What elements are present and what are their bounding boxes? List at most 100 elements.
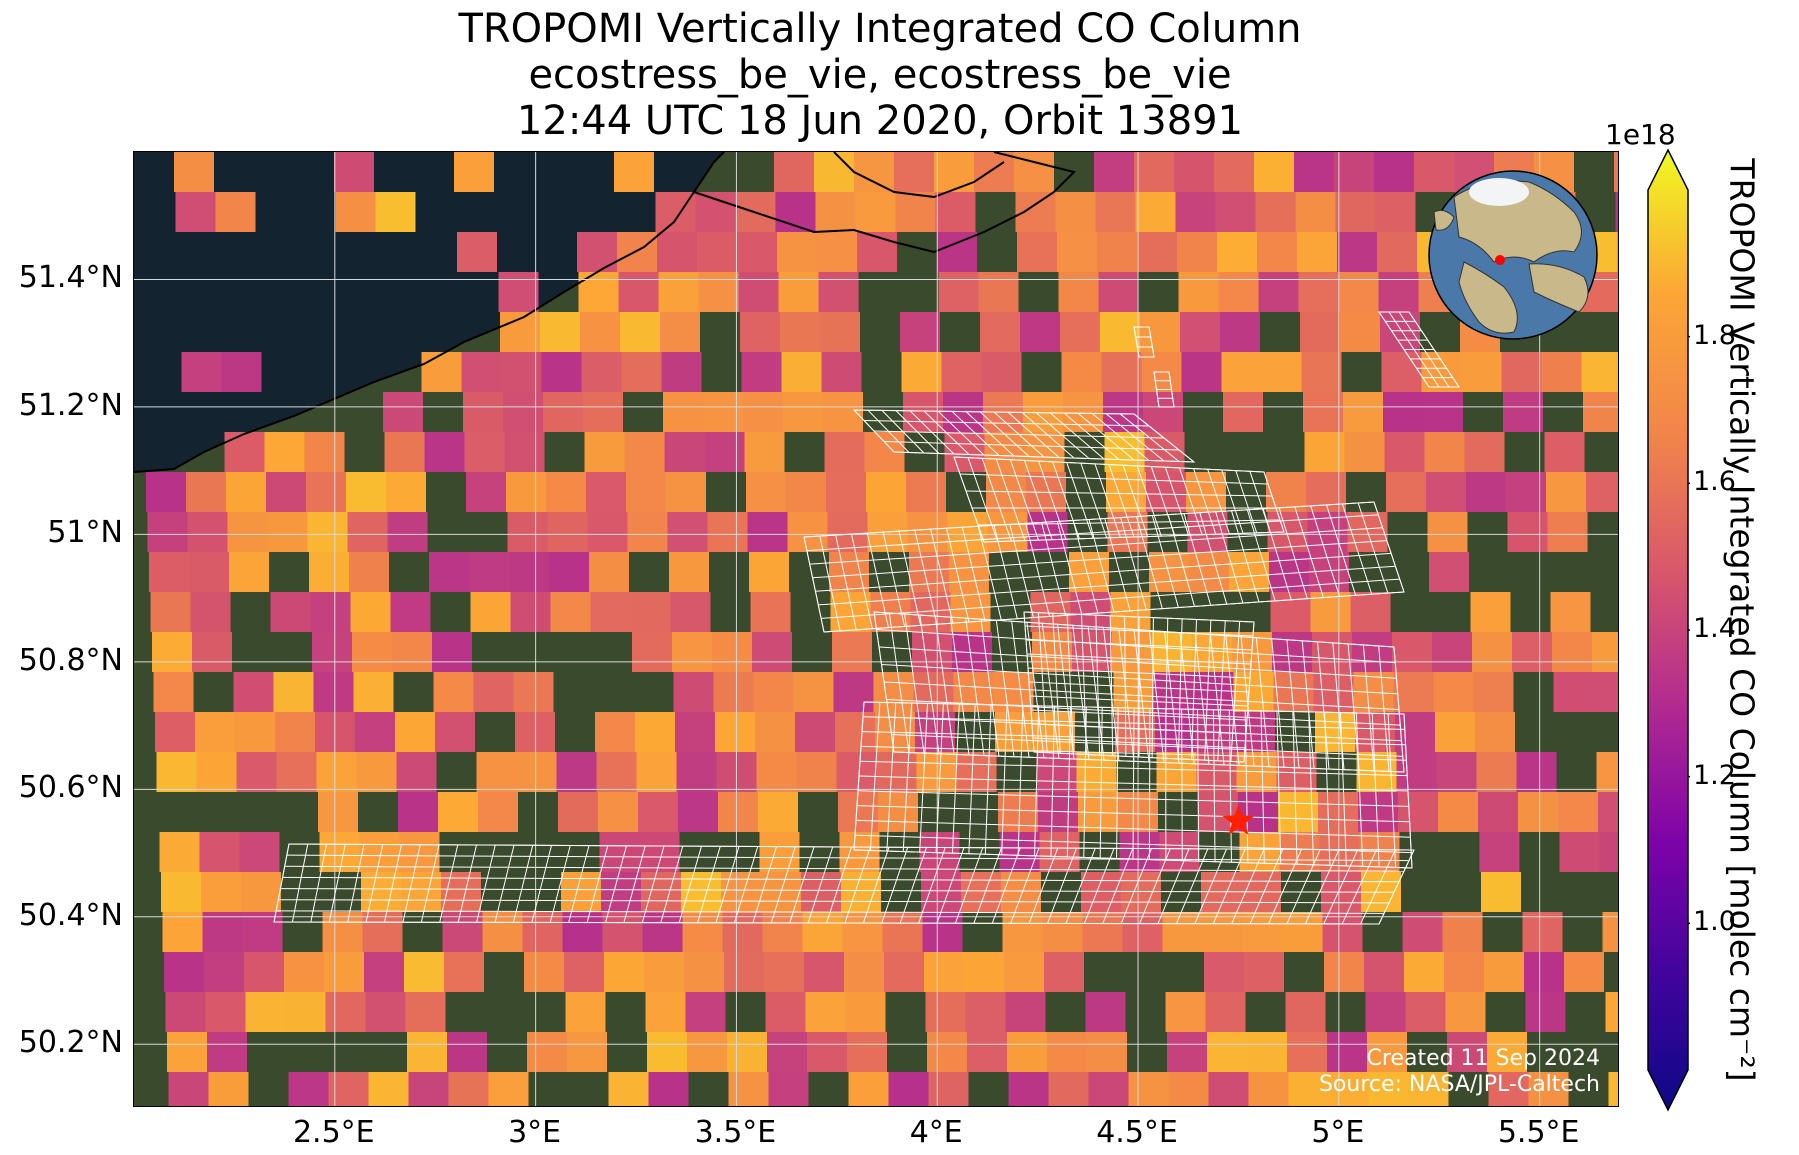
- co-pixel: [1615, 192, 1618, 232]
- co-pixel: [1128, 1072, 1169, 1106]
- co-pixel: [935, 192, 976, 232]
- co-pixel: [778, 272, 819, 312]
- co-pixel: [196, 752, 237, 792]
- co-pixel: [1082, 912, 1123, 952]
- co-pixel: [595, 712, 635, 752]
- co-pixel: [1297, 232, 1337, 272]
- co-pixel: [226, 472, 266, 512]
- co-pixel: [435, 712, 475, 752]
- co-pixel: [1335, 192, 1376, 232]
- co-pixel: [980, 312, 1020, 352]
- co-pixel: [562, 912, 603, 952]
- co-pixel: [1429, 552, 1469, 592]
- co-pixel: [564, 952, 604, 992]
- co-pixel: [1338, 272, 1379, 312]
- co-pixel: [1023, 392, 1063, 432]
- co-pixel: [698, 272, 739, 312]
- ecostress-swath: [1153, 371, 1175, 408]
- co-pixel: [310, 592, 351, 632]
- map-title-line-2: ecostress_be_vie, ecostress_be_vie: [528, 52, 1232, 98]
- co-pixel: [164, 952, 204, 992]
- co-pixel: [1383, 392, 1423, 432]
- co-pixel: [550, 592, 591, 632]
- co-pixel: [318, 792, 358, 832]
- co-pixel: [1464, 432, 1505, 472]
- co-pixel: [359, 832, 400, 872]
- co-pixel: [1322, 912, 1363, 952]
- co-pixel: [1015, 192, 1056, 232]
- co-pixel: [1121, 872, 1161, 912]
- co-pixel: [1350, 592, 1391, 632]
- co-pixel: [1583, 392, 1618, 432]
- co-pixel: [152, 632, 192, 672]
- co-pixel: [375, 192, 416, 232]
- co-pixel: [1608, 1072, 1618, 1106]
- co-pixel: [355, 712, 395, 752]
- co-pixel: [1426, 472, 1466, 512]
- ecostress-swath: [803, 501, 1405, 633]
- co-pixel: [168, 1072, 209, 1106]
- co-pixel: [978, 272, 1019, 312]
- co-pixel: [224, 432, 265, 472]
- co-pixel: [421, 352, 462, 392]
- co-pixel: [1507, 512, 1548, 552]
- co-pixel: [1442, 912, 1483, 952]
- colorbar: [1647, 148, 1690, 1112]
- co-pixel: [620, 312, 660, 352]
- co-pixel: [1586, 472, 1618, 512]
- co-pixel: [647, 1032, 687, 1072]
- globe-land: [1528, 263, 1589, 313]
- co-pixel: [1541, 352, 1582, 392]
- co-pixel: [1433, 672, 1474, 712]
- co-pixel: [703, 392, 743, 432]
- co-pixel: [827, 512, 868, 552]
- co-pixel: [841, 872, 881, 912]
- co-pixel: [1472, 632, 1512, 672]
- co-pixel: [549, 552, 589, 592]
- co-pixel: [1001, 872, 1041, 912]
- co-pixel: [663, 392, 703, 432]
- co-pixel: [150, 592, 191, 632]
- co-pixel: [1208, 1072, 1249, 1106]
- co-pixel: [1522, 912, 1563, 952]
- colorbar-gradient: [1647, 148, 1689, 1112]
- co-pixel: [325, 992, 366, 1032]
- ecostress-swath-layer: [273, 311, 1460, 925]
- co-pixel: [1167, 1032, 1207, 1072]
- co-pixel: [617, 232, 657, 272]
- co-pixel: [681, 872, 721, 912]
- lon-tick-label: 5°E: [1311, 1115, 1365, 1150]
- co-pixel: [1101, 352, 1142, 392]
- co-pixel: [820, 312, 860, 352]
- co-pixel: [510, 592, 551, 632]
- co-pixel: [1042, 912, 1083, 952]
- co-pixel: [149, 552, 189, 592]
- co-pixel: [1593, 672, 1618, 712]
- credits: Created 11 Sep 2024 Source: NASA/JPL-Cal…: [1319, 1046, 1600, 1098]
- co-pixel: [1032, 632, 1072, 672]
- co-pixel: [155, 712, 195, 752]
- co-pixel: [764, 952, 804, 992]
- co-pixel: [1516, 752, 1557, 792]
- co-pixel: [1378, 272, 1419, 312]
- co-pixel: [1447, 1032, 1487, 1072]
- co-pixel: [1478, 792, 1518, 832]
- co-pixel: [916, 752, 957, 792]
- co-pixel: [876, 752, 917, 792]
- co-pixel: [1180, 312, 1220, 352]
- co-pixel: [1605, 992, 1618, 1032]
- co-pixel: [1097, 232, 1137, 272]
- co-pixel: [995, 712, 1035, 752]
- co-pixel: [608, 1072, 649, 1106]
- co-pixel: [1303, 392, 1343, 432]
- co-pixel: [669, 552, 709, 592]
- co-pixel: [384, 432, 425, 472]
- co-pixel: [924, 952, 964, 992]
- lat-tick-label: 50.6°N: [18, 770, 123, 806]
- co-pixel: [1476, 752, 1517, 792]
- co-pixel: [901, 352, 942, 392]
- co-pixel: [429, 552, 469, 592]
- co-pixel: [365, 992, 406, 1032]
- co-pixel: [847, 1032, 887, 1072]
- co-pixel: [1039, 832, 1080, 872]
